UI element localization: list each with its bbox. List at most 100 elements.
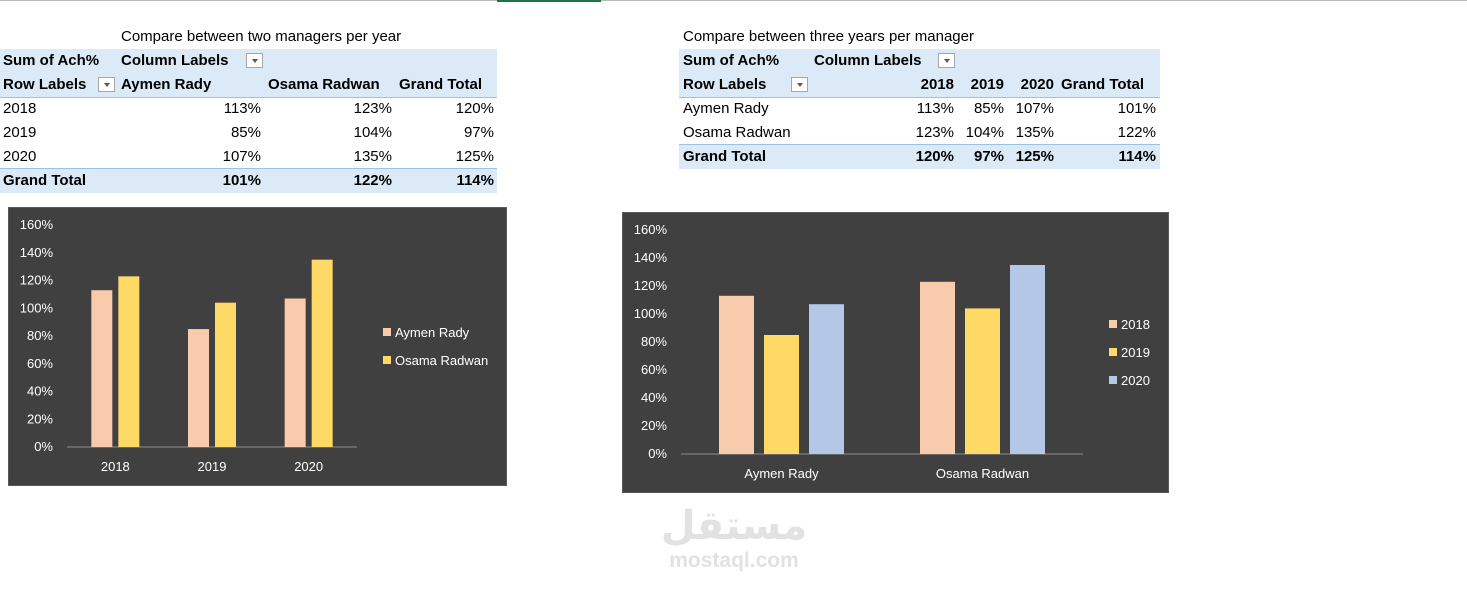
watermark-latin: mostaql.com bbox=[669, 549, 799, 572]
pivot1-grand-total-row[interactable]: Grand Total 101% 122% 114% bbox=[0, 168, 497, 193]
pivot2-grand-total-row[interactable]: Grand Total 120% 97% 125% 114% bbox=[679, 144, 1160, 169]
pivot1-col-header: Grand Total bbox=[399, 76, 483, 93]
pivot1-total-cell: 101% bbox=[222, 172, 261, 189]
active-tab-indicator bbox=[497, 0, 601, 2]
y-tick-label: 120% bbox=[20, 273, 54, 288]
pivot1-col-header: Aymen Rady bbox=[121, 76, 212, 93]
y-tick-label: 60% bbox=[641, 362, 667, 377]
legend-label: Osama Radwan bbox=[395, 353, 488, 368]
pivot2-col-header: 2020 bbox=[1020, 76, 1054, 93]
pivot1-cell: 97% bbox=[463, 124, 494, 141]
pivot1-row-label: 2018 bbox=[3, 100, 37, 117]
pivot1-header-row-1: Sum of Ach% Column Labels bbox=[0, 49, 497, 73]
pivot2-cell: 122% bbox=[1117, 124, 1156, 141]
x-category-label: Osama Radwan bbox=[936, 466, 1029, 481]
x-category-label: 2019 bbox=[198, 459, 227, 474]
y-tick-label: 20% bbox=[27, 411, 53, 426]
pivot2-row-labels: Row Labels bbox=[683, 76, 767, 93]
y-tick-label: 0% bbox=[34, 439, 53, 454]
pivot2-caption: Compare between three years per manager bbox=[683, 28, 974, 45]
pivot2-cell: 123% bbox=[915, 124, 954, 141]
chart-managers-per-year[interactable]: 0% 20% 40% 60% 80% 100% 120% 140% 160% 2018 2019 20… bbox=[8, 207, 507, 486]
pivot-table-managers-per-year[interactable]: Sum of Ach% Column Labels Row Labels Aym… bbox=[0, 49, 497, 193]
pivot2-cell: 107% bbox=[1015, 100, 1054, 117]
bar bbox=[118, 276, 140, 447]
pivot1-header-row-2: Row Labels Aymen Rady Osama Radwan Grand… bbox=[0, 73, 497, 98]
pivot2-cell: 135% bbox=[1015, 124, 1054, 141]
watermark-arabic: مستقل bbox=[660, 503, 808, 549]
pivot2-total-cell: 120% bbox=[915, 148, 954, 165]
bar bbox=[91, 290, 113, 447]
pivot1-row-label: 2019 bbox=[3, 124, 37, 141]
y-tick-label: 120% bbox=[634, 278, 668, 293]
chart-years-per-manager[interactable]: 0% 20% 40% 60% 80% 100% 120% 140% 160% Aymen Rady… bbox=[622, 212, 1169, 493]
y-tick-label: 140% bbox=[634, 250, 668, 265]
pivot2-column-filter-dropdown[interactable] bbox=[938, 53, 955, 68]
pivot1-cell: 120% bbox=[455, 100, 494, 117]
pivot1-row-label: 2020 bbox=[3, 148, 37, 165]
pivot1-value-field: Sum of Ach% bbox=[3, 52, 100, 69]
y-tick-label: 40% bbox=[641, 390, 667, 405]
bar bbox=[1010, 265, 1045, 454]
pivot2-value-field: Sum of Ach% bbox=[683, 52, 780, 69]
pivot2-row-label: Osama Radwan bbox=[683, 124, 791, 141]
legend-swatch bbox=[1109, 348, 1117, 356]
pivot1-row-filter-dropdown[interactable] bbox=[98, 77, 115, 92]
legend-label: 2019 bbox=[1121, 345, 1150, 360]
pivot1-column-filter-dropdown[interactable] bbox=[246, 53, 263, 68]
pivot2-total-cell: 125% bbox=[1015, 148, 1054, 165]
y-tick-label: 140% bbox=[20, 245, 54, 260]
pivot2-col-header: Grand Total bbox=[1061, 76, 1145, 93]
bar bbox=[311, 259, 333, 447]
sheet-top-border bbox=[0, 0, 1467, 1]
pivot2-row-label: Aymen Rady bbox=[683, 100, 769, 117]
pivot1-cell: 123% bbox=[353, 100, 392, 117]
bar bbox=[920, 281, 955, 454]
pivot1-column-labels: Column Labels bbox=[121, 52, 229, 69]
pivot1-cell: 85% bbox=[230, 124, 261, 141]
bar bbox=[764, 335, 799, 454]
y-tick-label: 160% bbox=[20, 217, 54, 232]
legend-swatch bbox=[1109, 320, 1117, 328]
pivot2-cell: 85% bbox=[973, 100, 1004, 117]
legend-swatch bbox=[383, 328, 391, 336]
pivot2-header-row-1: Sum of Ach% Column Labels bbox=[679, 49, 1160, 73]
pivot-table-years-per-manager[interactable]: Sum of Ach% Column Labels Row Labels 201… bbox=[679, 49, 1160, 169]
pivot1-col-header: Osama Radwan bbox=[268, 76, 380, 93]
pivot1-cell: 135% bbox=[353, 148, 392, 165]
x-category-label: Aymen Rady bbox=[744, 466, 819, 481]
y-tick-label: 0% bbox=[648, 446, 667, 461]
pivot2-col-header: 2019 bbox=[970, 76, 1004, 93]
legend-swatch bbox=[383, 356, 391, 364]
bar bbox=[965, 308, 1000, 454]
pivot1-data-row[interactable]: 2018 113% 123% 120% bbox=[0, 97, 497, 121]
bar bbox=[188, 329, 209, 447]
legend-swatch bbox=[1109, 376, 1117, 384]
pivot2-header-row-2: Row Labels 2018 2019 2020 Grand Total bbox=[679, 73, 1160, 98]
pivot2-column-labels: Column Labels bbox=[814, 52, 922, 69]
pivot2-cell: 101% bbox=[1117, 100, 1156, 117]
pivot1-total-cell: 122% bbox=[353, 172, 392, 189]
pivot1-cell: 107% bbox=[222, 148, 261, 165]
pivot2-cell: 113% bbox=[916, 100, 954, 117]
pivot2-data-row[interactable]: Osama Radwan 123% 104% 135% 122% bbox=[679, 121, 1160, 145]
y-tick-label: 100% bbox=[20, 300, 54, 315]
pivot1-cell: 125% bbox=[455, 148, 494, 165]
bar bbox=[719, 295, 754, 454]
x-category-label: 2020 bbox=[294, 459, 323, 474]
pivot1-data-row[interactable]: 2019 85% 104% 97% bbox=[0, 121, 497, 145]
pivot2-row-filter-dropdown[interactable] bbox=[791, 77, 808, 92]
y-tick-label: 100% bbox=[634, 306, 668, 321]
pivot2-cell: 104% bbox=[965, 124, 1004, 141]
pivot1-caption: Compare between two managers per year bbox=[121, 28, 402, 45]
bar bbox=[284, 298, 306, 447]
mostaql-watermark: مستقل mostaql.com bbox=[654, 503, 814, 573]
pivot1-cell: 113% bbox=[223, 100, 261, 117]
pivot2-col-header: 2018 bbox=[920, 76, 954, 93]
y-tick-label: 80% bbox=[27, 328, 53, 343]
pivot2-data-row[interactable]: Aymen Rady 113% 85% 107% 101% bbox=[679, 97, 1160, 121]
y-tick-label: 40% bbox=[27, 384, 53, 399]
y-tick-label: 20% bbox=[641, 418, 667, 433]
pivot1-data-row[interactable]: 2020 107% 135% 125% bbox=[0, 145, 497, 169]
x-category-label: 2018 bbox=[101, 459, 130, 474]
